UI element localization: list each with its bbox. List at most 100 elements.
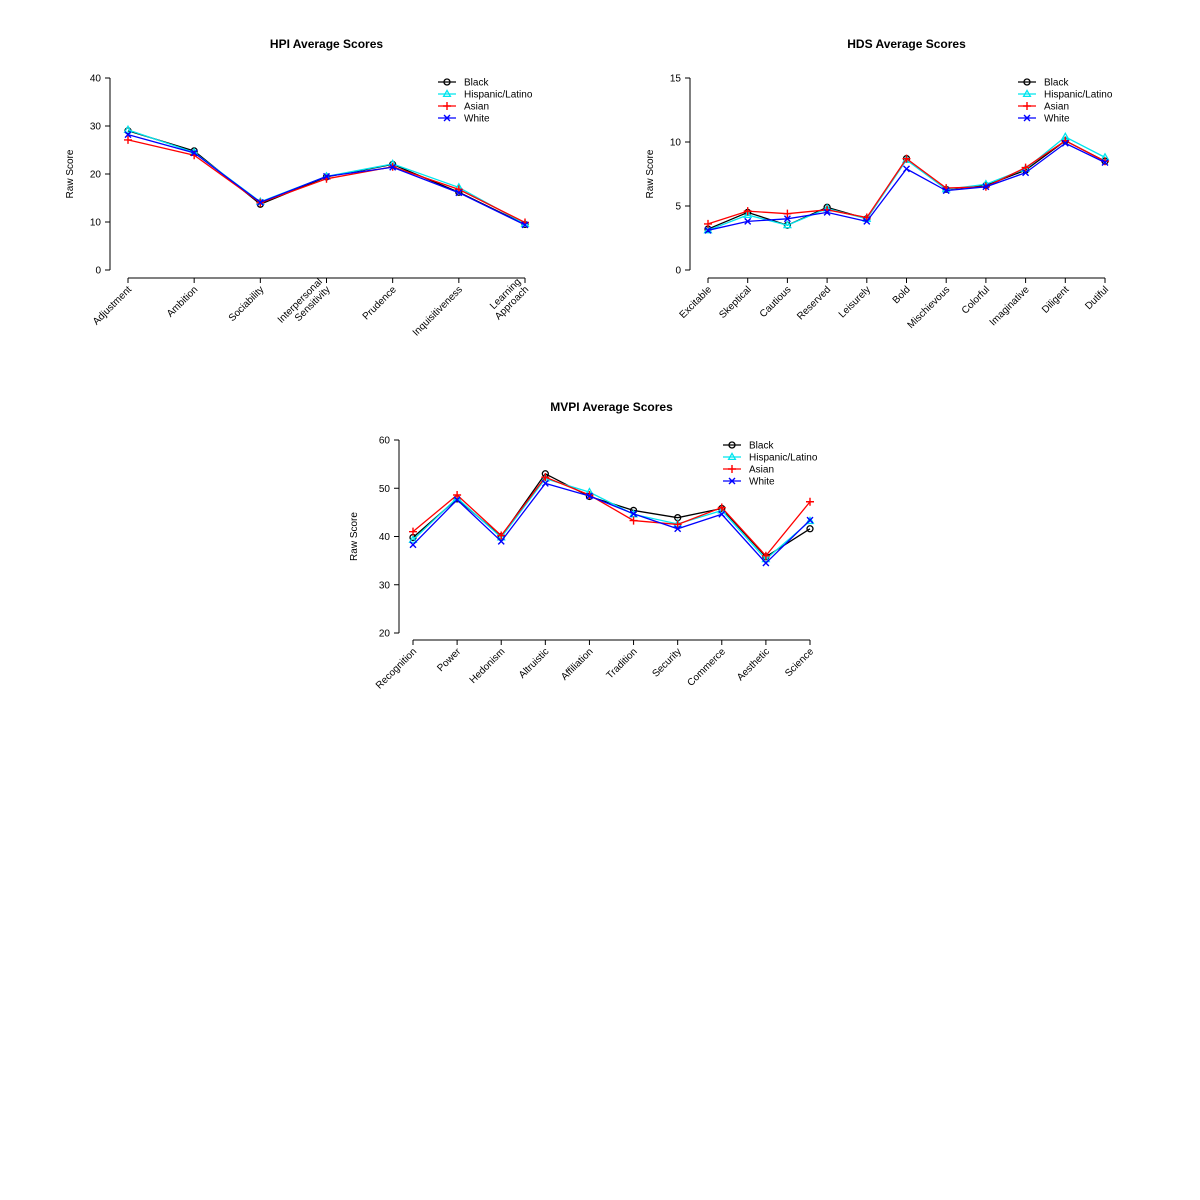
mvpi-point-white <box>674 525 682 533</box>
mvpi-y-tick-label: 30 <box>379 580 391 591</box>
hds-point-white <box>942 187 950 195</box>
hds-point-asian <box>1021 163 1030 172</box>
hds-legend-marker <box>1022 89 1032 98</box>
mvpi-line-hispanic-latino <box>412 477 811 561</box>
mvpi-y-axis-label: Raw Score <box>349 512 360 561</box>
mvpi-point-asian <box>409 527 417 536</box>
hds-point-white <box>704 226 712 234</box>
hpi-point-white <box>455 189 463 197</box>
hds-y-tick-label: 10 <box>670 138 682 149</box>
mvpi-point-white <box>497 537 505 545</box>
mvpi-chart-title: MVPI Average Scores <box>550 400 673 414</box>
hds-x-tick-label-leisurely: Leisurely <box>837 284 873 320</box>
mvpi-point-hispanic-latino <box>805 516 815 525</box>
hpi-legend-label-white: White <box>464 114 490 125</box>
mvpi-series-asian <box>409 473 814 560</box>
mvpi-legend-marker <box>728 477 736 485</box>
hds-x-tick-label-excitable: Excitable <box>678 284 715 321</box>
hpi-x-tick-label-learning-approach: LearningApproach <box>485 277 531 323</box>
mvpi-y-tick-label: 60 <box>379 436 391 447</box>
hds-point-hispanic-latino <box>743 210 753 219</box>
mvpi-point-asian <box>761 551 770 560</box>
hds-x-tick-label-imaginative: Imaginative <box>988 284 1032 328</box>
mvpi-point-white <box>541 479 549 487</box>
hpi-y-tick-label: 10 <box>90 218 102 229</box>
mvpi-y-tick-label: 50 <box>379 484 391 495</box>
hds-x-tick-label-mischievous: Mischievous <box>906 284 953 331</box>
hds-legend-marker <box>1023 114 1031 122</box>
hds-point-asian <box>783 209 792 218</box>
mvpi-point-white <box>453 496 461 504</box>
hds-point-hispanic-latino <box>782 220 792 229</box>
mvpi-point-hispanic-latino <box>761 554 771 563</box>
hds-chart-title: HDS Average Scores <box>847 37 966 51</box>
mvpi-chart: MVPI Average Scores 20 30 40 50 60 Raw Score Re… <box>349 400 818 691</box>
hds-x-tick-label-bold: Bold <box>891 284 913 306</box>
hpi-legend-label-asian: Asian <box>464 102 489 113</box>
mvpi-legend-label-black: Black <box>749 441 774 452</box>
mvpi-series-white <box>409 479 814 567</box>
mvpi-point-white <box>762 559 770 567</box>
hpi-point-white <box>124 131 132 139</box>
mvpi-point-black <box>806 525 814 533</box>
hds-point-white <box>1022 169 1030 177</box>
hpi-point-white <box>323 172 330 180</box>
hpi-x-tick-label-ambition: Ambition <box>165 284 200 319</box>
hpi-chart: HPI Average Scores 0 10 20 30 40 Raw Score Adju… <box>65 37 533 339</box>
hpi-point-white <box>521 221 529 229</box>
hpi-point-asian <box>124 135 132 144</box>
hpi-x-tick-label-inquisitiveness: Inquisitiveness <box>411 284 465 338</box>
mvpi-point-asian <box>717 503 726 512</box>
hds-legend-label-asian: Asian <box>1044 102 1069 113</box>
hpi-legend-marker <box>442 89 452 98</box>
hds-point-asian <box>743 207 752 216</box>
mvpi-x-tick-label-affiliation: Affiliation <box>559 646 595 682</box>
hds-x-tick-label-dutiful: Dutiful <box>1083 284 1111 312</box>
hds-y-tick-label: 15 <box>670 74 682 85</box>
hpi-y-tick-label: 40 <box>90 74 102 85</box>
hpi-chart-title: HPI Average Scores <box>270 37 383 51</box>
mvpi-x-tick-label-aesthetic: Aesthetic <box>735 646 772 683</box>
hds-x-tick-label-diligent: Diligent <box>1040 284 1072 316</box>
mvpi-point-asian <box>806 497 814 506</box>
mvpi-x-tick-label-altruistic: Altruistic <box>517 646 552 681</box>
mvpi-point-asian <box>453 491 462 500</box>
hds-y-tick-label: 0 <box>675 266 681 277</box>
hds-legend-label-hispanic-latino: Hispanic/Latino <box>1044 90 1113 101</box>
hds-point-asian <box>704 219 712 228</box>
mvpi-x-tick-label-commerce: Commerce <box>686 646 729 689</box>
hds-line-hispanic-latino <box>707 136 1106 231</box>
hpi-y-tick-label: 20 <box>90 170 102 181</box>
hpi-legend-label-black: Black <box>464 78 489 89</box>
hpi-series-white <box>124 131 529 229</box>
hds-point-white <box>744 217 752 225</box>
mvpi-legend-label-hispanic-latino: Hispanic/Latino <box>749 453 818 464</box>
hds-point-asian <box>902 154 911 163</box>
hds-x-tick-label-colorful: Colorful <box>960 284 992 316</box>
mvpi-legend-marker <box>727 452 737 461</box>
mvpi-legend-label-white: White <box>749 477 775 488</box>
hds-legend-marker <box>1023 102 1031 110</box>
hpi-point-white <box>389 163 397 171</box>
mvpi-line-white <box>412 482 811 564</box>
hds-point-white <box>823 208 831 216</box>
mvpi-point-white <box>585 492 593 500</box>
hds-point-white <box>783 215 791 223</box>
hpi-point-white <box>256 198 264 206</box>
mvpi-legend-marker <box>728 441 736 449</box>
hds-series-white <box>704 139 1109 234</box>
hds-legend-label-black: Black <box>1044 78 1069 89</box>
hds-point-white <box>982 183 990 191</box>
hpi-legend-marker <box>443 102 451 110</box>
mvpi-y-tick-label: 20 <box>379 629 391 640</box>
hds-point-white <box>903 165 910 173</box>
hpi-x-tick-label-adjustment: Adjustment <box>91 284 134 327</box>
hpi-y-tick-label: 30 <box>90 122 102 133</box>
hpi-y-axis-label: Raw Score <box>65 149 76 198</box>
hpi-legend-label-hispanic-latino: Hispanic/Latino <box>464 90 533 101</box>
mvpi-legend-marker <box>728 465 736 473</box>
hds-y-axis-label: Raw Score <box>645 149 656 198</box>
mvpi-point-white <box>718 510 726 518</box>
